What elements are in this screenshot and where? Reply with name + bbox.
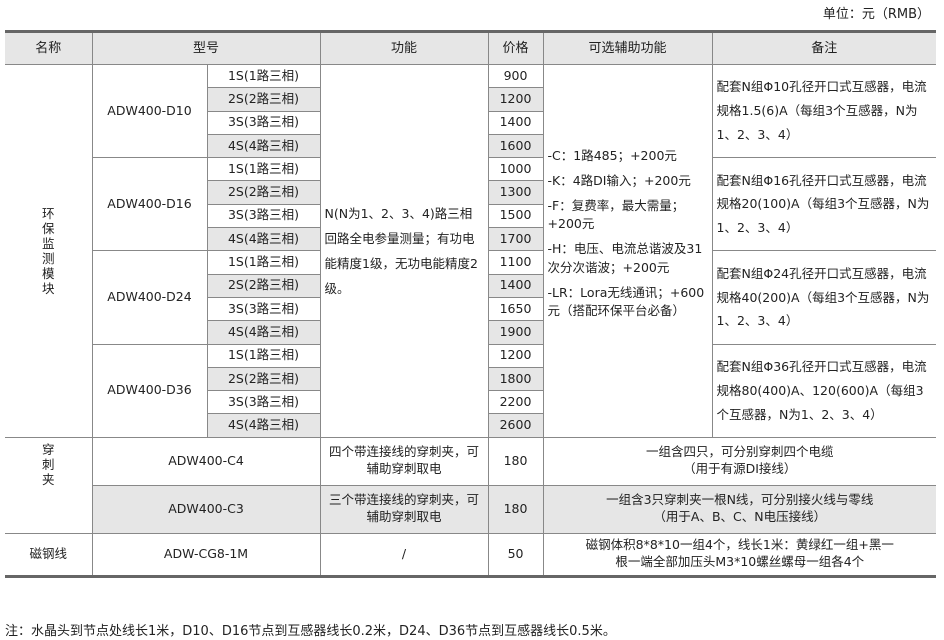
note-cell: 配套N组Φ24孔径开口式互感器，电流规格40(200)A（每组3个互感器，N为1… [711,250,937,345]
variant-cell: 1S(1路三相) [206,343,321,368]
unit-label: 单位：元（RMB） [822,7,930,22]
header-notes: 备注 [711,31,937,65]
function-cell: N(N为1、2、3、4)路三相回路全电参量测量；有功电能精度1级，无功电能精度2… [319,64,489,438]
header-model: 型号 [91,31,321,65]
header-name: 名称 [5,31,93,65]
variant-cell: 4S(4路三相) [207,133,321,159]
table-row: ADW400-D24 1S(1路三相) 1100 配套N组Φ24孔径开口式互感器，电流… [5,250,937,345]
price-cell: 1800 [487,366,544,392]
magnet-name: 磁钢线 [5,532,93,577]
table-row: 环 保 监 测 模 块 ADW400-D10 1S(1路三相) N(N为1、2、3、4… [5,63,937,438]
variant-cell: 2S(2路三相) [207,180,321,205]
model-cell: ADW400-D10 [91,63,208,159]
note-cell: 磁钢体积8*8*10一组4个，线长1米：黄绿红一组+黑一 根一端全部加压头M3*1… [542,532,937,577]
table-row: ADW400-C3 三个带连接线的穿刺夹，可辅助穿刺取电 180 一组含3只穿刺… [5,484,937,534]
note-cell: 配套N组Φ36孔径开口式互感器，电流规格80(400)A、120(600)A（每… [711,343,937,438]
option-item: -H：电压、电流总谐波及31次分次谐波；+200元 [547,241,703,275]
note-line: 磁钢体积8*8*10一组4个，线长1米：黄绿红一组+黑一 [585,537,894,553]
clamp-name: 穿 刺 夹 [5,436,93,534]
option-item: -F：复费率，最大需量；+200元 [547,197,685,232]
price-cell: 1650 [487,296,544,322]
table-row: 4S(4路三相) 2600 [5,413,936,438]
model-cell: ADW400-C3 [92,484,321,534]
variant-cell: 1S(1路三相) [206,63,321,89]
header-price: 价格 [487,31,544,65]
price-cell: 1400 [487,273,544,298]
note-cell: 一组含四只，可分别穿刺四个电缆 （用于有源DI接线） [542,436,937,486]
model-cell: ADW400-C4 [91,436,321,486]
table-row: 3S(3路三相) 1400 [5,110,936,135]
table-row: 4S(4路三相) 1900 [5,320,936,345]
price-cell: 180 [487,484,544,534]
function-cell: / [319,532,489,577]
price-cell: 1300 [487,180,544,205]
price-cell: 1600 [487,133,544,159]
header-function: 功能 [319,31,489,65]
function-cell: 三个带连接线的穿刺夹，可辅助穿刺取电 [319,484,489,534]
table-row: 2S(2路三相) 1400 [5,273,936,298]
note-cell: 配套N组Φ16孔径开口式互感器，电流规格20(100)A（每组3个互感器，N为1… [711,157,937,252]
price-cell: 900 [487,63,544,89]
variant-cell: 2S(2路三相) [207,87,321,112]
footnote: 注：水晶头到节点处线长1米，D10、D16节点到互感器线长0.2米，D24、D3… [5,624,616,639]
variant-cell: 4S(4路三相) [207,320,321,345]
note-line: 根一端全部加压头M3*10螺丝螺母一组各4个 [615,554,865,570]
price-cell: 1100 [487,250,544,275]
options-cell: -C：1路485；+200元 -K：4路DI输入；+200元 -F：复费率，最大需量… [542,64,713,438]
price-cell: 2600 [487,413,544,438]
option-item: -K：4路DI输入；+200元 [547,172,691,188]
variant-cell: 3S(3路三相) [207,296,321,322]
module-name: 环 保 监 测 模 块 [5,64,93,438]
note-line: 一组含四只，可分别穿刺四个电缆 [646,444,834,460]
table-row: 2S(2路三相) 1200 [5,87,936,112]
table-row: 4S(4路三相) 1600 [5,133,936,159]
price-cell: 1200 [487,87,544,112]
table-row: 4S(4路三相) 1700 [5,227,936,252]
model-cell: ADW400-D24 [92,250,208,345]
model-cell: ADW400-D16 [92,157,208,252]
variant-cell: 1S(1路三相) [206,157,321,182]
price-cell: 1000 [487,157,544,182]
table-row: ADW400-D36 1S(1路三相) 1200 配套N组Φ36孔径开口式互感器，电流… [5,343,937,438]
price-cell: 1900 [487,320,544,345]
model-cell: ADW-CG8-1M [91,532,321,577]
price-cell: 1500 [487,203,544,229]
variant-cell: 2S(2路三相) [207,273,321,298]
table-row: ADW400-D16 1S(1路三相) 1000 配套N组Φ16孔径开口式互感器，电流… [5,157,937,252]
variant-cell: 1S(1路三相) [206,250,321,275]
table-row: 3S(3路三相) 2200 [5,390,936,415]
price-cell: 180 [487,436,544,486]
note-cell: 配套N组Φ10孔径开口式互感器，电流规格1.5(6)A（每组3个互感器，N为1、… [711,63,937,159]
note-line: （用于有源DI接线） [683,461,797,477]
note-line: （用于A、B、C、N电压接线） [653,509,827,525]
table-row: 2S(2路三相) 1300 [5,180,936,205]
price-cell: 50 [487,532,544,577]
price-table: 名称 型号 功能 价格 可选辅助功能 备注 环 保 监 测 模 块 ADW400-… [5,30,937,578]
variant-cell: 3S(3路三相) [207,390,321,415]
model-cell: ADW400-D36 [92,343,208,438]
variant-cell: 4S(4路三相) [207,413,321,438]
price-cell: 1700 [487,227,544,252]
variant-cell: 3S(3路三相) [207,203,321,229]
option-item: -C：1路485；+200元 [547,148,677,163]
variant-cell: 3S(3路三相) [207,110,321,135]
variant-cell: 2S(2路三相) [207,366,321,392]
variant-cell: 4S(4路三相) [207,227,321,252]
header-options: 可选辅助功能 [542,31,713,65]
table-row: 穿 刺 夹 ADW400-C4 四个带连接线的穿刺夹，可辅助穿刺取电 180 一组… [5,436,937,534]
option-item: -LR：Lora无线通讯；+600元（搭配环保平台必备） [547,284,705,319]
price-cell: 1400 [487,110,544,135]
note-line: 一组含3只穿刺夹一根N线，可分别接火线与零线 [606,492,874,508]
header-row: 名称 型号 功能 价格 可选辅助功能 备注 [5,31,937,65]
function-cell: 四个带连接线的穿刺夹，可辅助穿刺取电 [319,436,489,486]
table-row: 磁钢线 ADW-CG8-1M / 50 磁钢体积8*8*10一组4个，线长1米：… [5,532,937,577]
price-cell: 1200 [487,343,544,368]
price-cell: 2200 [487,390,544,415]
note-cell: 一组含3只穿刺夹一根N线，可分别接火线与零线 （用于A、B、C、N电压接线） [542,484,937,534]
